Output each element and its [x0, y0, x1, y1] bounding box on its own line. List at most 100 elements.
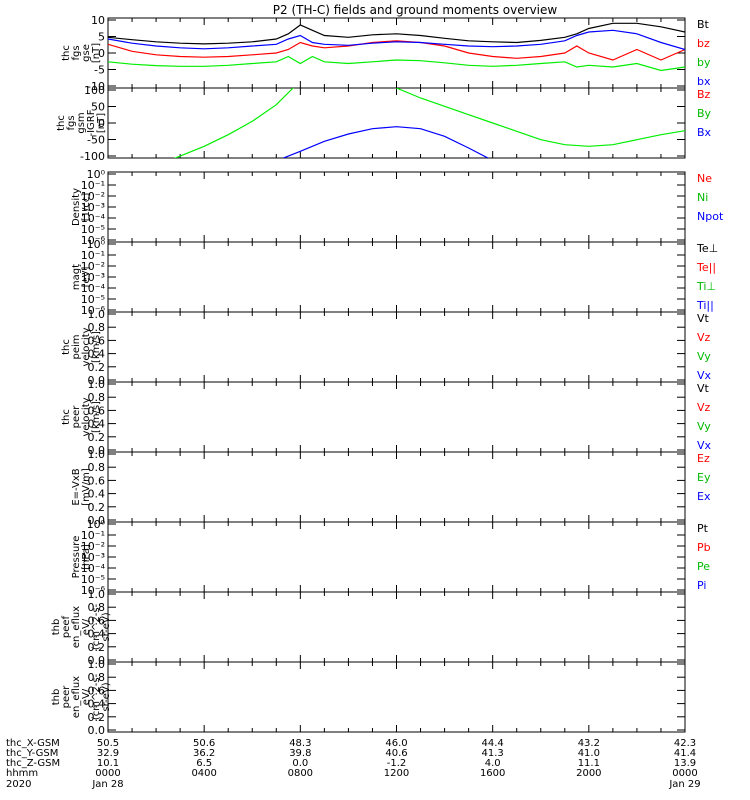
- legend-entry: Vx: [697, 439, 712, 452]
- panel-peer_flux: 1.00.80.60.40.20.0 thb peer en_eflux eV/(cm^…: [51, 658, 686, 737]
- date-start: Jan 28: [91, 779, 123, 790]
- chart-fgs_gsm: [173, 88, 685, 158]
- x-row-value: 0000: [95, 768, 120, 779]
- x-row-value: 4.0: [485, 758, 501, 769]
- x-row-value: 42.3: [674, 738, 696, 749]
- y-axis-label: Density [1/cc]: [71, 188, 92, 226]
- x-row-value: 1600: [480, 768, 505, 779]
- y-axis-label-line: en_eflux: [71, 606, 82, 648]
- y-tick-label: 10⁻²: [81, 540, 105, 553]
- y-tick-label: 0.8: [88, 671, 106, 684]
- y-tick-label: 10⁻³: [81, 551, 105, 564]
- x-row-value: 41.0: [578, 748, 600, 759]
- y-tick-label: 10⁻¹: [81, 249, 105, 262]
- y-tick-label: 0.4: [88, 348, 106, 361]
- x-row-value: 32.9: [97, 748, 119, 759]
- y-axis-label: thc peer velocity [km/s]: [61, 397, 102, 436]
- y-tick-label: 10⁻²: [81, 190, 105, 203]
- y-tick-label: 10⁻²: [81, 260, 105, 273]
- y-axis-label-line: [nPa]: [81, 544, 92, 570]
- x-row-value: 41.4: [674, 748, 696, 759]
- y-tick-label: 10⁰: [87, 238, 106, 251]
- y-axis-label: E=-VxB [mV/m]: [71, 468, 92, 506]
- y-tick-label: -5: [94, 64, 105, 77]
- y-tick-label: 10⁻⁴: [81, 282, 106, 295]
- chart-fgs: [108, 22, 685, 72]
- y-tick-label: 0.2: [88, 501, 106, 514]
- y-tick-label: 0: [98, 117, 105, 130]
- y-axis-label: Pressure [nPa]: [71, 536, 92, 579]
- x-row-value: 10.1: [97, 758, 119, 769]
- y-axis-label: thb peer en_eflux eV/(cm^2-s-sr-eV): [51, 673, 112, 720]
- y-tick-label: 50: [91, 101, 105, 114]
- x-row-value: 6.5: [196, 758, 212, 769]
- y-axis-label: thb peef en_eflux eV/(cm^2-s-sr-eV): [51, 603, 112, 650]
- panel-frame: [107, 311, 686, 383]
- y-axis-label-line: en_eflux: [71, 676, 82, 718]
- y-axis-label-line: gsm: [76, 112, 87, 133]
- panel-frame: [107, 171, 686, 243]
- legend-entry: Bt: [697, 18, 710, 31]
- y-tick-label: 10⁻³: [81, 201, 105, 214]
- y-axis-label-line: -IGRF: [86, 109, 97, 136]
- legend-entry: Vz: [697, 331, 711, 344]
- y-axis-label-line: sr-eV): [101, 612, 112, 641]
- x-row-label: thc_X-GSM: [6, 738, 60, 749]
- y-tick-label: 0.2: [88, 431, 106, 444]
- x-row-value: 0.0: [292, 758, 308, 769]
- legend-entry: bx: [697, 75, 711, 88]
- date-end: Jan 29: [668, 779, 700, 790]
- legend-entry: bz: [697, 37, 710, 50]
- y-axis-label-line: thb: [51, 689, 62, 706]
- y-axis-label-line: thc: [56, 115, 67, 131]
- legend-entry: Te⊥: [696, 242, 718, 255]
- y-tick-label: 0.8: [88, 461, 106, 474]
- y-tick-label: 0.4: [88, 628, 106, 641]
- y-tick-label: 0.8: [88, 321, 106, 334]
- legend-entry: Vy: [697, 420, 711, 433]
- y-tick-label: 0.0: [88, 444, 106, 457]
- series-line-bz: [108, 40, 685, 61]
- y-tick-label: 10⁻⁵: [81, 223, 105, 236]
- y-tick-label: 0.4: [88, 698, 106, 711]
- legend-entry: Npot: [697, 210, 724, 223]
- x-row-value: 39.8: [289, 748, 311, 759]
- y-tick-label: -50: [87, 134, 105, 147]
- year-label: 2020: [6, 779, 31, 790]
- y-axis-label-line: peer: [61, 685, 72, 709]
- y-tick-label: 10⁻⁵: [81, 573, 105, 586]
- x-row-label: hhmm: [6, 768, 38, 779]
- x-axis-annotation: thc_X-GSM 50.5 50.6 48.3 46.0 44.4 43.2 42.3 thc…: [6, 738, 701, 790]
- y-tick-label: 0.2: [88, 641, 106, 654]
- y-tick-label: 10⁻⁶: [81, 234, 106, 247]
- y-tick-label: 0.6: [88, 684, 106, 697]
- x-row-value: 36.2: [193, 748, 215, 759]
- legend-entry: Vx: [697, 369, 712, 382]
- legend-entry: Te||: [696, 261, 716, 274]
- x-row-value: 13.9: [674, 758, 696, 769]
- x-row-value: 0800: [288, 768, 313, 779]
- y-tick-label: 1.0: [88, 308, 106, 321]
- y-tick-label: 1.0: [88, 448, 106, 461]
- panel-peim: 1.00.80.60.40.20.0 thc peim velocity [km/s] V…: [61, 308, 712, 387]
- y-tick-label: 10⁻¹: [81, 179, 105, 192]
- y-tick-label: 0.0: [88, 654, 106, 667]
- x-row-value: 0400: [191, 768, 216, 779]
- legend-entry: Vt: [697, 312, 710, 325]
- y-axis-label-line: [nT]: [96, 113, 107, 133]
- y-tick-label: 0.6: [88, 474, 106, 487]
- panel-frame: [107, 381, 686, 453]
- legend-entry: Bz: [697, 88, 711, 101]
- legend-entry: Pb: [697, 541, 711, 554]
- legend-entry: Ne: [697, 172, 712, 185]
- legend-entry: Pe: [697, 560, 710, 573]
- x-row-label: thc_Z-GSM: [6, 758, 60, 769]
- y-axis-label-line: thb: [51, 619, 62, 636]
- x-row-value: 43.2: [578, 738, 600, 749]
- x-row-value: 2000: [576, 768, 601, 779]
- y-tick-label: 5: [98, 31, 105, 44]
- x-row-value: -1.2: [387, 758, 407, 769]
